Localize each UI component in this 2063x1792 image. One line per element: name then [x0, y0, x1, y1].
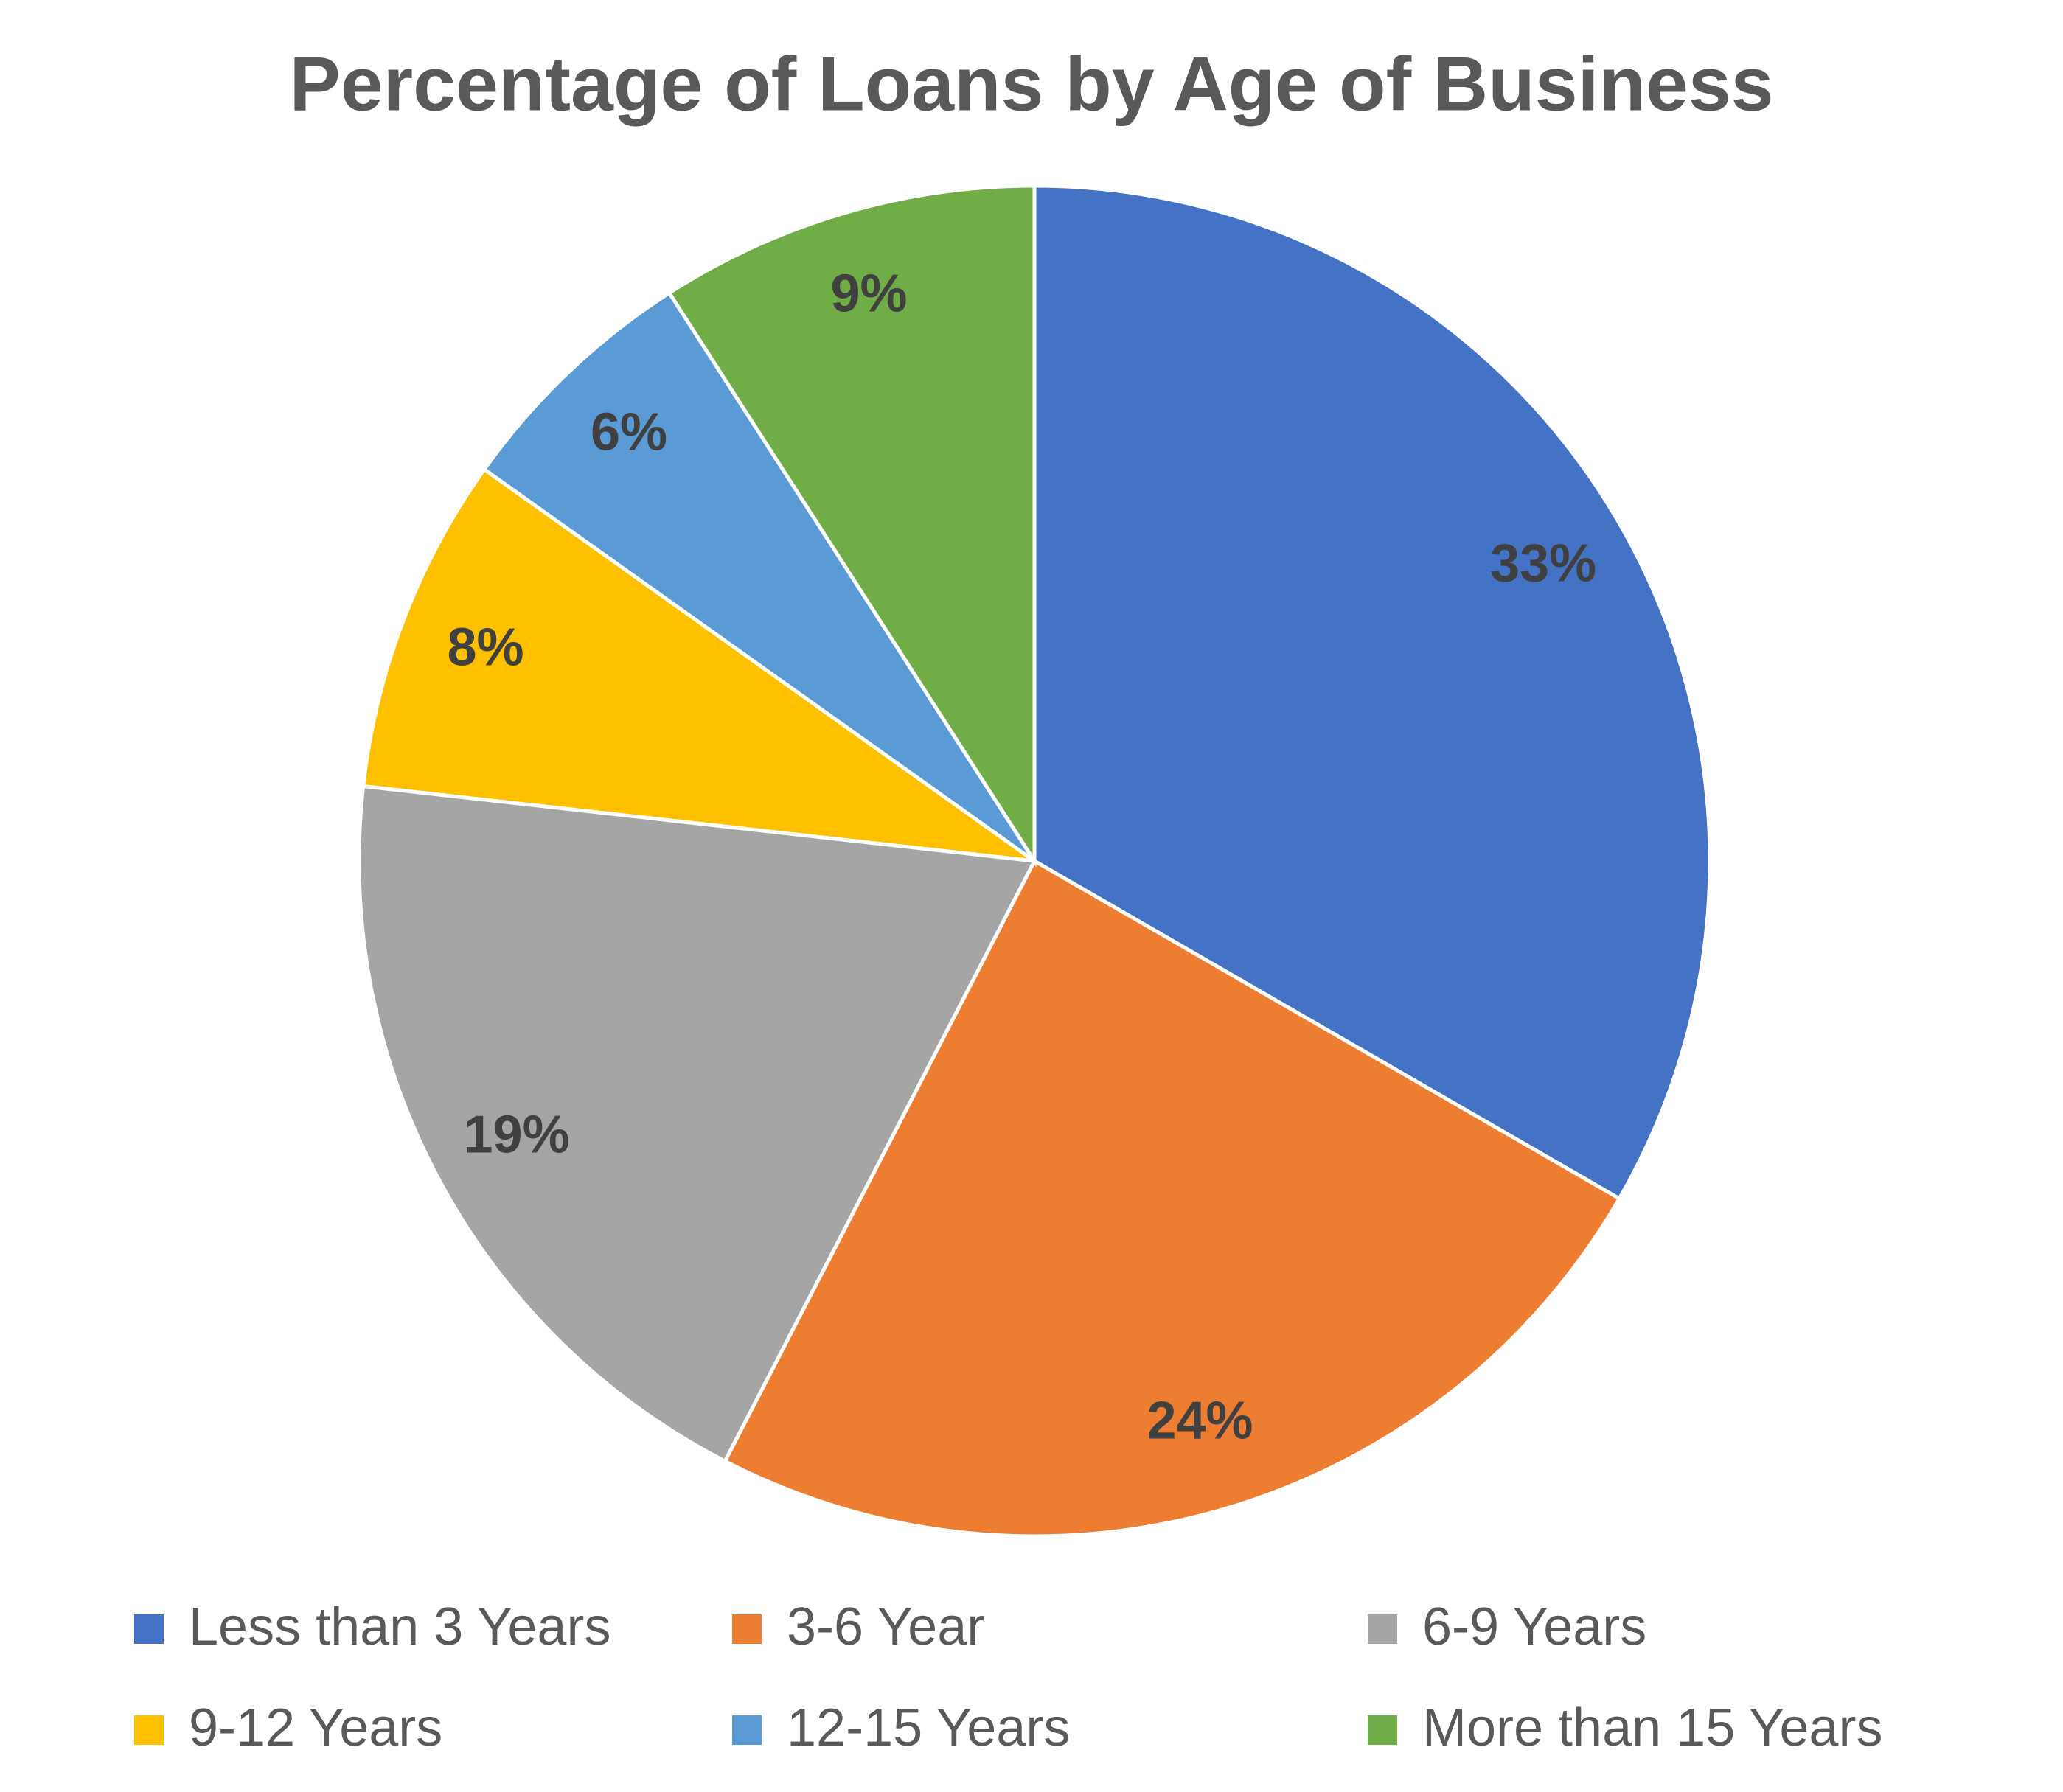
legend-label: 12-15 Years [787, 1698, 1070, 1757]
legend-swatch [732, 1715, 762, 1745]
chart-title: Percentage of Loans by Age of Business [289, 41, 1773, 127]
legend-swatch [1368, 1614, 1397, 1644]
pie-slice [481, 290, 1037, 863]
legend-swatch [732, 1614, 762, 1644]
legend-label: Less than 3 Years [189, 1597, 610, 1656]
legend-swatch [1368, 1715, 1397, 1745]
legend-swatch [134, 1614, 164, 1644]
data-label: 33% [1490, 534, 1596, 593]
data-label: 8% [448, 618, 524, 677]
legend-swatch [134, 1715, 164, 1745]
data-label: 19% [463, 1105, 569, 1164]
legend-label: 6-9 Years [1422, 1597, 1646, 1656]
pie-slice [361, 467, 1042, 864]
pie-slice [357, 784, 1037, 1464]
data-label: 24% [1147, 1392, 1253, 1451]
legend-label: 9-12 Years [189, 1698, 442, 1757]
data-label: 6% [591, 402, 667, 461]
legend-label: More than 15 Years [1422, 1698, 1882, 1757]
legend-label: 3-6 Year [787, 1597, 984, 1656]
pie-slice [667, 184, 1037, 868]
pie-slice [1032, 184, 1712, 1202]
data-label: 9% [830, 264, 907, 323]
